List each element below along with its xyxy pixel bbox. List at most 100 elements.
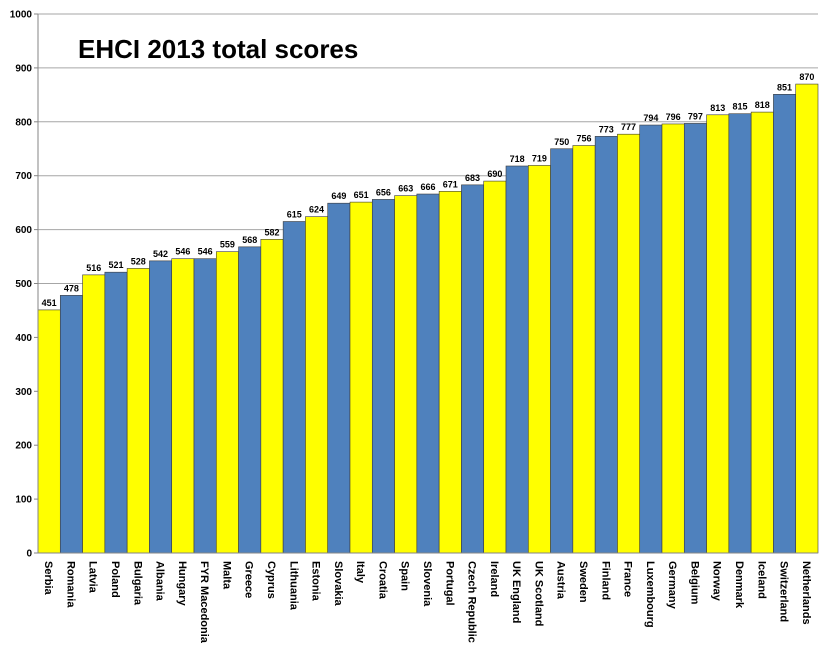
labels: 0 100 200 300 400 500 600 700 800 900 1000 451 478 51…	[10, 10, 815, 644]
x-tick-label: Cyprus	[265, 561, 277, 599]
data-label: 815	[732, 102, 747, 112]
bar-estonia	[305, 216, 329, 554]
bar-denmark	[728, 113, 752, 554]
y-tick-label: 800	[15, 117, 32, 128]
x-tick-label: Croatia	[376, 561, 388, 600]
bar-croatia	[371, 199, 395, 554]
data-label: 528	[131, 256, 146, 266]
data-label: 649	[331, 191, 346, 201]
data-label: 851	[777, 82, 792, 92]
x-tick-label: Malta	[220, 561, 232, 590]
data-label: 671	[443, 179, 458, 189]
data-label: 796	[666, 112, 681, 122]
x-tick-label: Spain	[399, 561, 411, 591]
bar-poland	[104, 271, 128, 554]
bar-germany	[661, 123, 685, 554]
x-tick-label: Austria	[555, 561, 567, 600]
data-label: 546	[175, 247, 190, 257]
data-label: 651	[354, 190, 369, 200]
data-label: 582	[264, 227, 279, 237]
bar-cyprus	[260, 239, 284, 554]
bar-portugal	[438, 191, 462, 554]
bar-switzerland	[773, 94, 797, 554]
y-tick-label: 100	[15, 495, 32, 506]
bar-serbia	[37, 309, 61, 554]
chart-title: EHCI 2013 total scores	[78, 34, 359, 64]
data-label: 870	[799, 72, 814, 82]
bar-slovenia	[416, 193, 440, 554]
x-tick-label: Latvia	[87, 561, 99, 594]
bar-spain	[394, 195, 418, 554]
x-tick-label: Ireland	[488, 561, 500, 597]
data-label: 750	[554, 137, 569, 147]
data-label: 546	[198, 247, 213, 257]
x-tick-label: Iceland	[755, 561, 767, 599]
x-tick-label: Germany	[666, 561, 678, 610]
data-label: 797	[688, 111, 703, 121]
x-tick-label: Slovakia	[332, 561, 344, 607]
data-label: 568	[242, 235, 257, 245]
x-tick-label: Greece	[243, 561, 255, 598]
bar-lithuania	[282, 221, 306, 554]
x-tick-label: Estonia	[310, 561, 322, 602]
x-tick-label: Poland	[109, 561, 121, 598]
data-label: 818	[755, 100, 770, 110]
x-tick-label: Italy	[354, 561, 366, 584]
data-label: 663	[398, 184, 413, 194]
x-tick-label: Slovenia	[421, 561, 433, 607]
y-tick-label: 500	[15, 279, 32, 290]
bar-belgium	[683, 123, 707, 554]
x-tick-label: France	[622, 561, 634, 597]
x-tick-label: Netherlands	[800, 561, 812, 625]
data-label: 615	[287, 210, 302, 220]
bar-malta	[215, 251, 239, 554]
bar-hungary	[171, 258, 195, 554]
bar-ireland	[483, 180, 507, 554]
bar-albania	[149, 260, 173, 554]
data-label: 451	[42, 298, 57, 308]
x-tick-label: Denmark	[733, 561, 745, 609]
data-label: 542	[153, 249, 168, 259]
x-tick-label: UK Scotland	[532, 561, 544, 626]
bar-czech-republic	[461, 184, 485, 554]
bar-uk-england	[505, 165, 529, 554]
x-tick-label: Norway	[711, 561, 723, 602]
data-label: 478	[64, 283, 79, 293]
x-tick-label: Lithuania	[287, 561, 299, 611]
data-label: 656	[376, 187, 391, 197]
y-tick-label: 200	[15, 441, 32, 452]
bar-iceland	[750, 111, 774, 554]
bar-latvia	[82, 274, 106, 554]
data-label: 718	[510, 154, 525, 164]
y-tick-label: 900	[15, 63, 32, 74]
bars	[37, 83, 819, 554]
y-tick-label: 1000	[10, 10, 33, 21]
x-tick-label: Czech Republic	[466, 561, 478, 643]
bar-fyr-macedonia	[193, 258, 217, 554]
data-label: 756	[576, 134, 591, 144]
bar-luxembourg	[639, 124, 663, 554]
bar-uk-scotland	[527, 165, 551, 554]
data-label: 777	[621, 122, 636, 132]
data-label: 719	[532, 153, 547, 163]
x-tick-label: Serbia	[42, 561, 54, 596]
x-tick-label: Finland	[599, 561, 611, 600]
data-label: 666	[420, 182, 435, 192]
bar-bulgaria	[126, 268, 150, 554]
x-tick-label: FYR Macedonia	[198, 561, 210, 644]
bar-france	[617, 133, 641, 554]
bar-finland	[594, 136, 618, 554]
data-label: 521	[108, 260, 123, 270]
bar-norway	[706, 114, 730, 554]
data-label: 690	[487, 169, 502, 179]
y-tick-label: 700	[15, 171, 32, 182]
bar-netherlands	[795, 83, 819, 554]
x-tick-label: Albania	[154, 561, 166, 602]
bar-italy	[349, 201, 373, 554]
x-tick-label: Portugal	[443, 561, 455, 606]
x-tick-label: Sweden	[577, 561, 589, 603]
x-tick-label: Switzerland	[778, 561, 790, 622]
data-label: 794	[643, 113, 658, 123]
